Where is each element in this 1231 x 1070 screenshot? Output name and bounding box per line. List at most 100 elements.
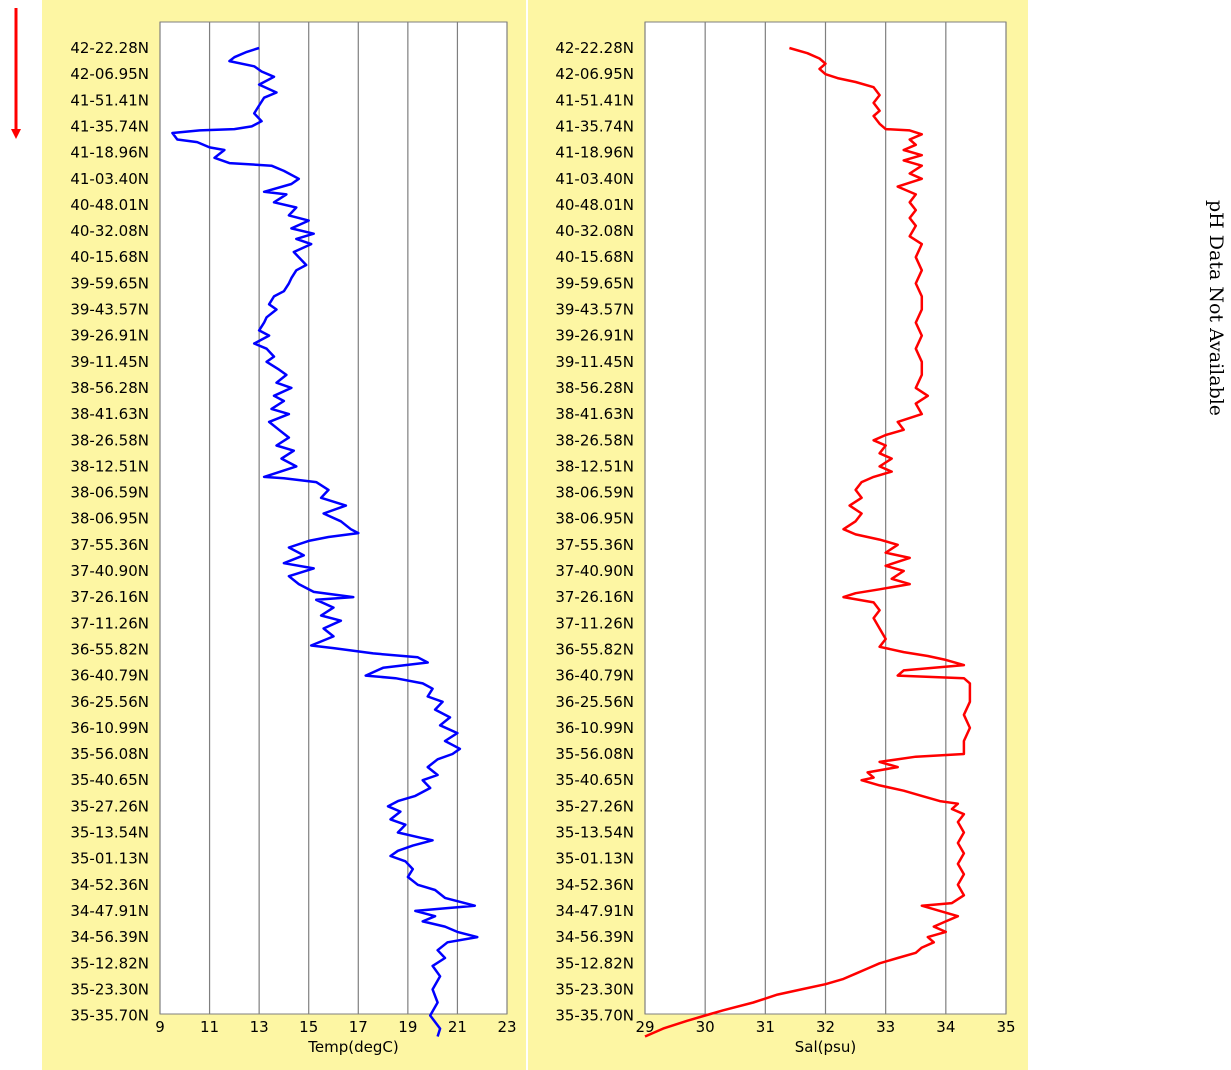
y-tick-label: 34-56.39N xyxy=(70,928,149,946)
y-tick-label: 39-59.65N xyxy=(555,274,634,292)
y-tick-label: 40-48.01N xyxy=(70,196,149,214)
x-tick-label: 15 xyxy=(299,1018,318,1036)
y-tick-label: 38-12.51N xyxy=(555,457,634,475)
x-tick-label: 30 xyxy=(696,1018,715,1036)
x-tick-label: 34 xyxy=(936,1018,955,1036)
x-tick-label: 35 xyxy=(996,1018,1015,1036)
y-tick-label: 36-40.79N xyxy=(70,667,149,685)
y-tick-label: 37-55.36N xyxy=(70,536,149,554)
y-tick-label: 40-15.68N xyxy=(70,248,149,266)
y-tick-label: 42-06.95N xyxy=(70,65,149,83)
y-tick-label: 39-43.57N xyxy=(555,301,634,319)
x-tick-label: 13 xyxy=(250,1018,269,1036)
y-tick-label: 41-35.74N xyxy=(555,117,634,135)
y-tick-label: 41-18.96N xyxy=(70,144,149,162)
y-tick-label: 37-26.16N xyxy=(555,588,634,606)
x-axis-title: Sal(psu) xyxy=(795,1038,856,1056)
y-tick-label: 41-35.74N xyxy=(70,117,149,135)
y-tick-label: 36-25.56N xyxy=(70,693,149,711)
y-tick-label: 37-40.90N xyxy=(70,562,149,580)
y-tick-label: 38-26.58N xyxy=(70,431,149,449)
y-tick-label: 35-56.08N xyxy=(555,745,634,763)
y-tick-label: 38-06.59N xyxy=(555,484,634,502)
y-tick-label: 36-25.56N xyxy=(555,693,634,711)
y-tick-label: 35-40.65N xyxy=(70,771,149,789)
y-tick-label: 34-47.91N xyxy=(555,902,634,920)
y-tick-label: 35-01.13N xyxy=(70,850,149,868)
x-axis-title: Temp(degC) xyxy=(307,1038,398,1056)
y-tick-label: 34-52.36N xyxy=(555,876,634,894)
y-tick-label: 35-40.65N xyxy=(555,771,634,789)
x-tick-label: 19 xyxy=(398,1018,417,1036)
y-tick-label: 37-40.90N xyxy=(555,562,634,580)
y-tick-label: 35-35.70N xyxy=(555,1007,634,1025)
panels: 9 11 13 15 17 19 21 23 42-22.28N 42-06.95N 41-51.4… xyxy=(42,0,1028,1070)
y-tick-label: 35-23.30N xyxy=(555,980,634,998)
y-tick-label: 38-41.63N xyxy=(555,405,634,423)
y-tick-label: 41-51.41N xyxy=(70,91,149,109)
y-tick-label: 38-56.28N xyxy=(555,379,634,397)
y-tick-label: 35-12.82N xyxy=(555,954,634,972)
y-tick-label: 36-40.79N xyxy=(555,667,634,685)
x-tick-label: 32 xyxy=(816,1018,835,1036)
x-tick-label: 11 xyxy=(200,1018,219,1036)
y-tick-label: 36-10.99N xyxy=(70,719,149,737)
y-tick-label: 35-13.54N xyxy=(555,824,634,842)
series-line xyxy=(171,46,479,1037)
x-tick-label: 9 xyxy=(155,1018,165,1036)
x-tick-label: 17 xyxy=(349,1018,368,1036)
y-tick-label: 41-03.40N xyxy=(555,170,634,188)
y-tick-label: 38-56.28N xyxy=(70,379,149,397)
x-tick-label: 33 xyxy=(876,1018,895,1036)
y-tick-label: 39-11.45N xyxy=(70,353,149,371)
y-tick-label: 34-52.36N xyxy=(70,876,149,894)
y-tick-label: 36-10.99N xyxy=(555,719,634,737)
y-tick-label: 39-43.57N xyxy=(70,301,149,319)
x-tick-label: 23 xyxy=(497,1018,516,1036)
y-tick-label: 39-26.91N xyxy=(70,327,149,345)
x-tick-label: 29 xyxy=(635,1018,654,1036)
y-tick-label: 40-32.08N xyxy=(70,222,149,240)
y-tick-label: 35-35.70N xyxy=(70,1007,149,1025)
y-tick-label: 37-26.16N xyxy=(70,588,149,606)
y-tick-label: 35-23.30N xyxy=(70,980,149,998)
y-tick-label: 37-11.26N xyxy=(555,614,634,632)
y-tick-label: 42-22.28N xyxy=(70,39,149,57)
plot-frame xyxy=(644,21,1007,1015)
chart-panel-1: 9 11 13 15 17 19 21 23 42-22.28N 42-06.95N 41-51.4… xyxy=(42,0,526,1070)
y-tick-label: 35-13.54N xyxy=(70,824,149,842)
y-tick-label: 40-48.01N xyxy=(555,196,634,214)
y-tick-label: 40-15.68N xyxy=(555,248,634,266)
chart-panel-2: 29 30 31 32 33 34 35 42-22.28N 42-06.95N 41-51.41… xyxy=(528,0,1028,1070)
y-tick-label: 38-06.95N xyxy=(555,510,634,528)
ph-unavailable-note: pH Data Not Available xyxy=(1205,200,1227,416)
y-tick-label: 35-27.26N xyxy=(70,797,149,815)
y-tick-label: 40-32.08N xyxy=(555,222,634,240)
y-tick-label: 39-26.91N xyxy=(555,327,634,345)
series-line xyxy=(644,46,972,1038)
x-tick-label: 21 xyxy=(448,1018,467,1036)
y-tick-label: 36-55.82N xyxy=(70,640,149,658)
y-tick-label: 37-55.36N xyxy=(555,536,634,554)
y-tick-label: 35-12.82N xyxy=(70,954,149,972)
plot-frame xyxy=(159,21,508,1015)
y-tick-label: 35-56.08N xyxy=(70,745,149,763)
y-tick-label: 39-59.65N xyxy=(70,274,149,292)
x-tick-label: 31 xyxy=(756,1018,775,1036)
y-tick-label: 35-01.13N xyxy=(555,850,634,868)
y-tick-label: 41-18.96N xyxy=(555,144,634,162)
y-tick-label: 42-06.95N xyxy=(555,65,634,83)
y-tick-label: 39-11.45N xyxy=(555,353,634,371)
y-tick-label: 41-03.40N xyxy=(70,170,149,188)
y-tick-label: 42-22.28N xyxy=(555,39,634,57)
y-tick-label: 38-12.51N xyxy=(70,457,149,475)
y-tick-label: 37-11.26N xyxy=(70,614,149,632)
y-tick-label: 38-06.95N xyxy=(70,510,149,528)
y-tick-label: 41-51.41N xyxy=(555,91,634,109)
y-tick-label: 38-41.63N xyxy=(70,405,149,423)
y-tick-label: 35-27.26N xyxy=(555,797,634,815)
y-tick-label: 34-56.39N xyxy=(555,928,634,946)
y-tick-label: 34-47.91N xyxy=(70,902,149,920)
y-tick-label: 38-26.58N xyxy=(555,431,634,449)
